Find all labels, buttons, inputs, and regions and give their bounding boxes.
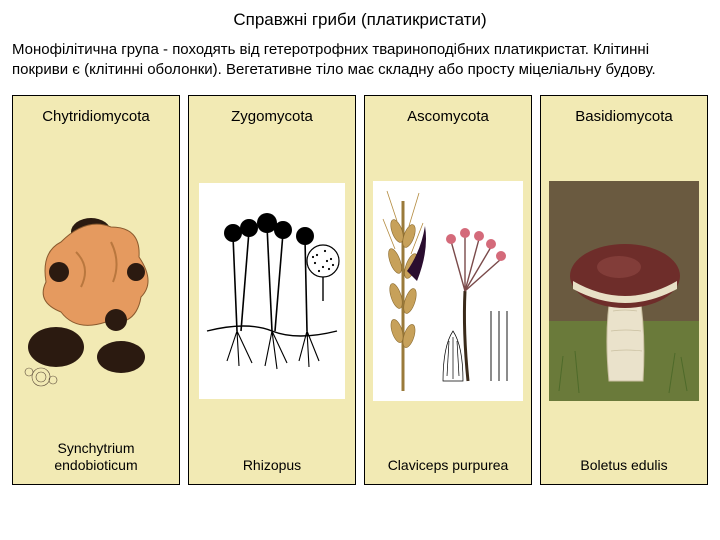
col-footer: Claviceps purpurea [371, 457, 525, 474]
col-header: Chytridiomycota [19, 108, 173, 125]
illustration-ascomycota [371, 135, 525, 447]
boletus-svg [549, 181, 699, 401]
col-basidiomycota: Basidiomycota [540, 95, 708, 485]
col-header: Basidiomycota [547, 108, 701, 125]
illustration-zygomycota [195, 135, 349, 447]
col-chytridiomycota: Chytridiomycota [12, 95, 180, 485]
col-footer: Synchytrium endobioticum [19, 440, 173, 474]
page-description: Монофілітична група - походять від гетер… [12, 40, 708, 81]
page-title: Справжні гриби (платикристати) [12, 10, 708, 30]
claviceps-svg [373, 181, 523, 401]
rhizopus-svg [197, 181, 347, 401]
col-footer: Boletus edulis [547, 457, 701, 474]
illustration-chytridiomycota [19, 135, 173, 430]
col-ascomycota: Ascomycota [364, 95, 532, 485]
col-footer: Rhizopus [195, 457, 349, 474]
taxa-grid: Chytridiomycota [12, 95, 708, 485]
col-zygomycota: Zygomycota [188, 95, 356, 485]
illustration-basidiomycota [547, 135, 701, 447]
col-header: Zygomycota [195, 108, 349, 125]
synchytrium-svg [21, 172, 171, 392]
col-header: Ascomycota [371, 108, 525, 125]
